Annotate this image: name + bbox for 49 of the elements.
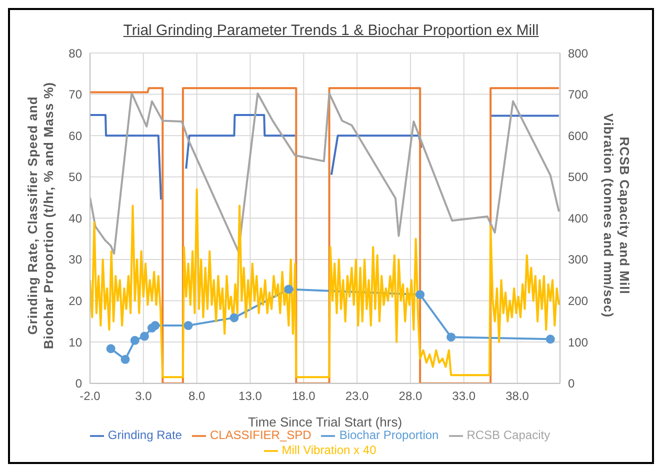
y2-tick-label: 400 — [568, 211, 588, 226]
y2-tick-label: 800 — [568, 46, 588, 60]
y2-tick-label: 300 — [568, 252, 588, 267]
x-tick-label: 8.0 — [188, 388, 206, 403]
point — [140, 332, 149, 341]
x-tick-label: 18.0 — [292, 388, 316, 403]
y-tick-label: 70 — [68, 88, 82, 102]
y2-tick-label: 600 — [568, 128, 588, 143]
y-tick-label: 50 — [68, 170, 82, 184]
point — [446, 332, 456, 342]
legend-label: CLASSIFIER_SPD — [210, 428, 312, 442]
point — [150, 321, 160, 330]
y2-tick-label: 0 — [568, 376, 575, 391]
legend-label: RCSB Capacity — [466, 428, 550, 442]
line-series — [90, 188, 560, 378]
x-tick-label: 13.0 — [238, 388, 262, 403]
point — [130, 336, 140, 345]
x-tick-label: -2.0 — [80, 388, 101, 403]
y2-tick-label: 100 — [568, 335, 588, 350]
y-tick-label: 80 — [68, 46, 82, 60]
x-tick-label: 28.0 — [398, 388, 422, 403]
y2-tick-label: 200 — [568, 294, 588, 308]
y-tick-label: 10 — [68, 335, 82, 350]
point — [284, 284, 294, 294]
point — [106, 344, 116, 354]
x-tick-label: 23.0 — [345, 388, 370, 403]
point — [230, 313, 239, 322]
point — [546, 334, 555, 344]
point — [416, 290, 425, 300]
point — [120, 354, 130, 364]
y-tick-label: 0 — [75, 376, 82, 391]
line-series — [90, 92, 560, 255]
x-axis-title: Time Since Trial Start (hrs) — [248, 414, 402, 430]
legend-label: Mill Vibration x 40 — [282, 443, 376, 458]
y2-tick-label: 500 — [568, 170, 588, 184]
x-tick-label: 33.0 — [452, 388, 476, 403]
y-tick-label: 40 — [68, 211, 82, 226]
y2-tick-label: 700 — [568, 88, 588, 102]
y-tick-label: 30 — [68, 252, 82, 267]
legend-label: Grinding Rate — [108, 428, 182, 442]
y-tick-label: 60 — [68, 128, 82, 143]
chart-title: Trial Grinding Parameter Trends 1 & Biochar Proportion ex Mill — [122, 22, 540, 39]
y-axis-title: Grinding Rate, Classifier Speed and Biochar Proportion (t/hr, % and Mass %) — [25, 82, 56, 350]
legend-label: Biochar Proportion — [339, 428, 439, 442]
y-tick-label: 20 — [68, 294, 82, 308]
x-tick-label: 38.0 — [506, 388, 530, 403]
point — [184, 321, 193, 330]
y2-axis-title: RCSB Capacity and Mill Vibration (tonnes and mm/sec) — [601, 113, 632, 318]
x-tick-label: 3.0 — [135, 388, 152, 403]
